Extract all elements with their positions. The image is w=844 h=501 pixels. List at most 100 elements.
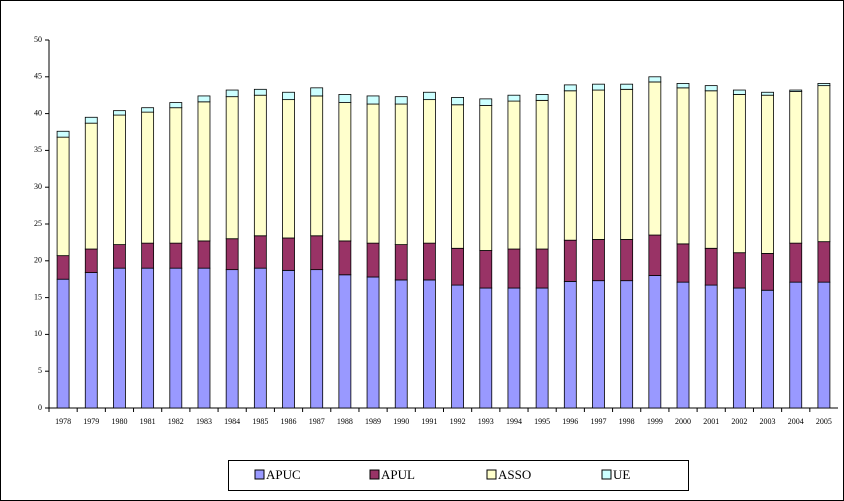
x-tick-label: 1994: [506, 417, 522, 426]
x-tick-label: 2000: [675, 417, 691, 426]
bar-segment: [648, 234, 662, 276]
bar-segment: [56, 255, 70, 280]
x-tick-label: 2005: [816, 417, 832, 426]
x-tick-label: 1983: [196, 417, 212, 426]
x-tick-label: 1985: [252, 417, 268, 426]
x-tick-label: 1980: [111, 417, 127, 426]
bar-segment: [282, 237, 295, 271]
x-tick-label: 1992: [450, 417, 466, 426]
x-tick-label: 2003: [760, 417, 776, 426]
bar-segment: [310, 235, 324, 271]
bar-segment: [366, 242, 380, 278]
bar-segment: [197, 101, 211, 242]
bar-segment: [225, 269, 239, 409]
legend-swatch: [601, 469, 612, 480]
x-tick-label: 1978: [55, 417, 71, 426]
bar-segment: [84, 116, 98, 124]
bar-segment: [84, 272, 98, 409]
bar-segment: [789, 242, 803, 283]
legend-label: APUL: [381, 467, 415, 482]
bar-segment: [225, 238, 239, 271]
bar-segment: [423, 99, 436, 244]
bar-segment: [56, 130, 70, 138]
bar-segment: [169, 242, 183, 269]
bar-segment: [366, 103, 380, 244]
bar-segment: [451, 284, 464, 409]
bar-segment: [169, 267, 183, 409]
bar-segment: [592, 280, 605, 409]
y-tick-label: 35: [34, 145, 42, 154]
x-tick-label: 1984: [224, 417, 240, 426]
legend-label: UE: [613, 467, 630, 482]
y-tick-label: 25: [34, 219, 42, 228]
legend-label: ASSO: [498, 467, 531, 482]
bar-segment: [789, 281, 803, 409]
bar-segment: [169, 102, 183, 109]
bar-segment: [761, 253, 774, 291]
x-tick-label: 1997: [590, 417, 606, 426]
x-tick-label: 1987: [309, 417, 325, 426]
bar-segment: [563, 90, 577, 241]
bar-segment: [141, 107, 155, 113]
x-tick-label: 1979: [83, 417, 99, 426]
bar-segment: [197, 267, 211, 409]
bar-segment: [732, 89, 746, 95]
bar-segment: [253, 94, 267, 237]
y-tick-label: 45: [34, 72, 42, 81]
y-tick-label: 10: [34, 329, 42, 338]
bar-segment: [732, 287, 746, 409]
bar-segment: [394, 96, 408, 105]
bar-segment: [197, 240, 211, 269]
bar-segment: [761, 94, 774, 254]
bar-segment: [479, 250, 493, 289]
bar-segment: [507, 94, 521, 102]
bar-segment: [704, 90, 718, 249]
bar-segment: [563, 281, 577, 409]
bar-segment: [423, 279, 436, 409]
bar-segment: [479, 98, 493, 106]
bar-segment: [56, 278, 70, 409]
bar-segment: [817, 241, 831, 283]
bar-segment: [535, 94, 549, 101]
bar-segment: [507, 248, 521, 289]
bar-segment: [676, 243, 690, 283]
bar-segment: [648, 76, 662, 83]
bar-segment: [310, 87, 324, 97]
bar-segment: [592, 89, 605, 240]
bar-segment: [732, 94, 746, 254]
bar-segment: [704, 284, 718, 409]
bar-segment: [253, 267, 267, 409]
x-tick-label: 1993: [478, 417, 494, 426]
bar-segment: [423, 91, 436, 101]
bar-segment: [338, 274, 352, 409]
bar-segment: [451, 247, 464, 286]
bar-segment: [282, 99, 295, 239]
bar-segment: [394, 103, 408, 246]
x-tick-label: 1991: [421, 417, 437, 426]
x-tick-label: 1982: [168, 417, 184, 426]
y-tick-label: 0: [38, 403, 42, 412]
bar-segment: [451, 97, 464, 106]
bar-segment: [648, 81, 662, 236]
x-tick-label: 1996: [562, 417, 578, 426]
bar-segment: [338, 102, 352, 242]
bar-segment: [394, 244, 408, 281]
x-tick-label: 1988: [337, 417, 353, 426]
x-tick-label: 1986: [281, 417, 297, 426]
bar-segment: [113, 110, 126, 116]
x-tick-label: 1998: [619, 417, 635, 426]
bar-segment: [479, 287, 493, 409]
bar-segment: [225, 89, 239, 98]
x-tick-label: 1995: [534, 417, 550, 426]
y-tick-label: 20: [34, 256, 42, 265]
bar-segment: [592, 83, 605, 91]
legend-label: APUC: [266, 467, 301, 482]
bar-segment: [479, 105, 493, 251]
bar-segment: [789, 91, 803, 244]
bar-segment: [225, 96, 239, 240]
bar-segment: [648, 275, 662, 409]
x-tick-label: 2002: [731, 417, 747, 426]
bar-segment: [366, 95, 380, 105]
y-tick-label: 30: [34, 182, 42, 191]
